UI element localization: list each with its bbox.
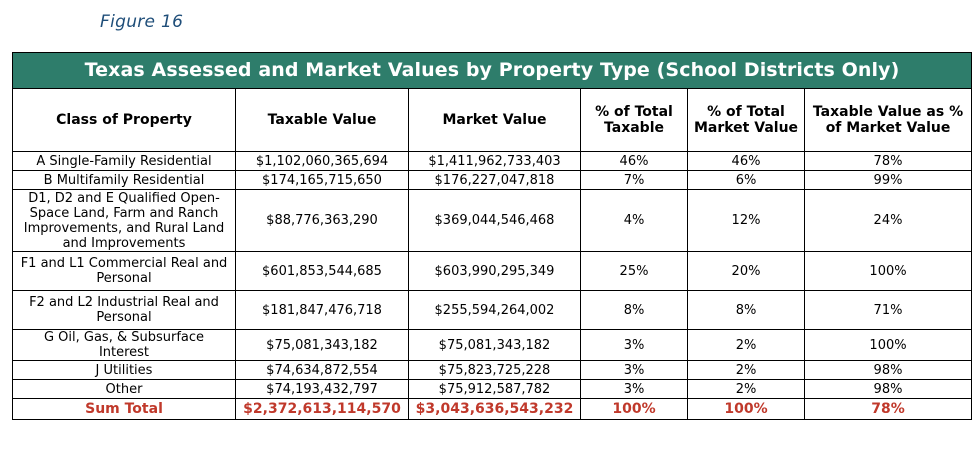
cell-pct-total-market-value: 6% xyxy=(687,170,805,190)
total-cell-pct-total-market-value: 100% xyxy=(687,398,805,420)
cell-pct-total-market-value: 12% xyxy=(687,189,805,252)
cell-taxable-value: $181,847,476,718 xyxy=(235,290,409,330)
total-row: Sum Total $2,372,613,114,570 $3,043,636,54… xyxy=(12,398,973,420)
table-row: A Single-Family Residential $1,102,060,36… xyxy=(12,151,973,171)
cell-market-value: $75,823,725,228 xyxy=(408,360,581,380)
cell-pct-total-taxable: 3% xyxy=(580,329,688,361)
cell-taxable-value: $75,081,343,182 xyxy=(235,329,409,361)
cell-taxable-value: $88,776,363,290 xyxy=(235,189,409,252)
property-values-table: Texas Assessed and Market Values by Prop… xyxy=(11,52,973,420)
cell-market-value: $176,227,047,818 xyxy=(408,170,581,190)
cell-class-of-property: F1 and L1 Commercial Real and Personal xyxy=(12,251,236,291)
cell-market-value: $369,044,546,468 xyxy=(408,189,581,252)
total-cell-taxable-pct-of-market: 78% xyxy=(803,398,973,420)
cell-taxable-pct-of-market: 71% xyxy=(803,290,973,330)
cell-taxable-pct-of-market: 98% xyxy=(803,379,973,399)
cell-taxable-value: $74,634,872,554 xyxy=(235,360,409,380)
cell-class-of-property: B Multifamily Residential xyxy=(12,170,236,190)
cell-taxable-pct-of-market: 100% xyxy=(803,251,973,291)
cell-market-value: $75,912,587,782 xyxy=(408,379,581,399)
figure-label: Figure 16 xyxy=(100,12,184,32)
cell-market-value: $75,081,343,182 xyxy=(408,329,581,361)
cell-pct-total-market-value: 2% xyxy=(687,329,805,361)
cell-pct-total-taxable: 3% xyxy=(580,360,688,380)
header-row: Class of Property Taxable Value Market Val… xyxy=(12,88,973,152)
table-row: F2 and L2 Industrial Real and Personal $1… xyxy=(12,290,973,330)
header-class-of-property: Class of Property xyxy=(12,88,236,152)
cell-pct-total-taxable: 25% xyxy=(580,251,688,291)
cell-market-value: $1,411,962,733,403 xyxy=(408,151,581,171)
cell-pct-total-market-value: 20% xyxy=(687,251,805,291)
cell-pct-total-taxable: 7% xyxy=(580,170,688,190)
table-row: B Multifamily Residential $174,165,715,65… xyxy=(12,170,973,190)
cell-class-of-property: F2 and L2 Industrial Real and Personal xyxy=(12,290,236,330)
header-taxable-value: Taxable Value xyxy=(235,88,409,152)
cell-pct-total-taxable: 8% xyxy=(580,290,688,330)
cell-class-of-property: D1, D2 and E Qualified Open-Space Land, … xyxy=(12,189,236,252)
total-cell-pct-total-taxable: 100% xyxy=(580,398,688,420)
total-cell-class-of-property: Sum Total xyxy=(12,398,236,420)
table-title: Texas Assessed and Market Values by Prop… xyxy=(11,52,973,89)
table-row: D1, D2 and E Qualified Open-Space Land, … xyxy=(12,189,973,252)
cell-taxable-pct-of-market: 78% xyxy=(803,151,973,171)
cell-taxable-value: $1,102,060,365,694 xyxy=(235,151,409,171)
cell-pct-total-taxable: 46% xyxy=(580,151,688,171)
header-pct-total-taxable: % of Total Taxable xyxy=(580,88,688,152)
cell-taxable-value: $74,193,432,797 xyxy=(235,379,409,399)
header-market-value: Market Value xyxy=(408,88,581,152)
cell-taxable-pct-of-market: 24% xyxy=(803,189,973,252)
table-row: J Utilities $74,634,872,554 $75,823,725,22… xyxy=(12,360,973,380)
header-taxable-pct-of-market: Taxable Value as % of Market Value xyxy=(803,88,973,152)
cell-market-value: $255,594,264,002 xyxy=(408,290,581,330)
cell-taxable-pct-of-market: 99% xyxy=(803,170,973,190)
table-row: Other $74,193,432,797 $75,912,587,782 3% 2% 9… xyxy=(12,379,973,399)
header-pct-total-market-value: % of Total Market Value xyxy=(687,88,805,152)
cell-class-of-property: G Oil, Gas, & Subsurface Interest xyxy=(12,329,236,361)
cell-class-of-property: A Single-Family Residential xyxy=(12,151,236,171)
property-values-table-container: Texas Assessed and Market Values by Prop… xyxy=(11,52,973,420)
table-row: G Oil, Gas, & Subsurface Interest $75,081… xyxy=(12,329,973,361)
cell-pct-total-taxable: 4% xyxy=(580,189,688,252)
cell-pct-total-market-value: 46% xyxy=(687,151,805,171)
cell-pct-total-market-value: 8% xyxy=(687,290,805,330)
cell-market-value: $603,990,295,349 xyxy=(408,251,581,291)
cell-class-of-property: J Utilities xyxy=(12,360,236,380)
cell-taxable-pct-of-market: 98% xyxy=(803,360,973,380)
cell-pct-total-market-value: 2% xyxy=(687,360,805,380)
cell-class-of-property: Other xyxy=(12,379,236,399)
cell-pct-total-taxable: 3% xyxy=(580,379,688,399)
cell-taxable-pct-of-market: 100% xyxy=(803,329,973,361)
table-row: F1 and L1 Commercial Real and Personal $6… xyxy=(12,251,973,291)
total-cell-taxable-value: $2,372,613,114,570 xyxy=(235,398,409,420)
total-cell-market-value: $3,043,636,543,232 xyxy=(408,398,581,420)
cell-taxable-value: $174,165,715,650 xyxy=(235,170,409,190)
cell-pct-total-market-value: 2% xyxy=(687,379,805,399)
table-body: A Single-Family Residential $1,102,060,36… xyxy=(12,151,973,420)
cell-taxable-value: $601,853,544,685 xyxy=(235,251,409,291)
